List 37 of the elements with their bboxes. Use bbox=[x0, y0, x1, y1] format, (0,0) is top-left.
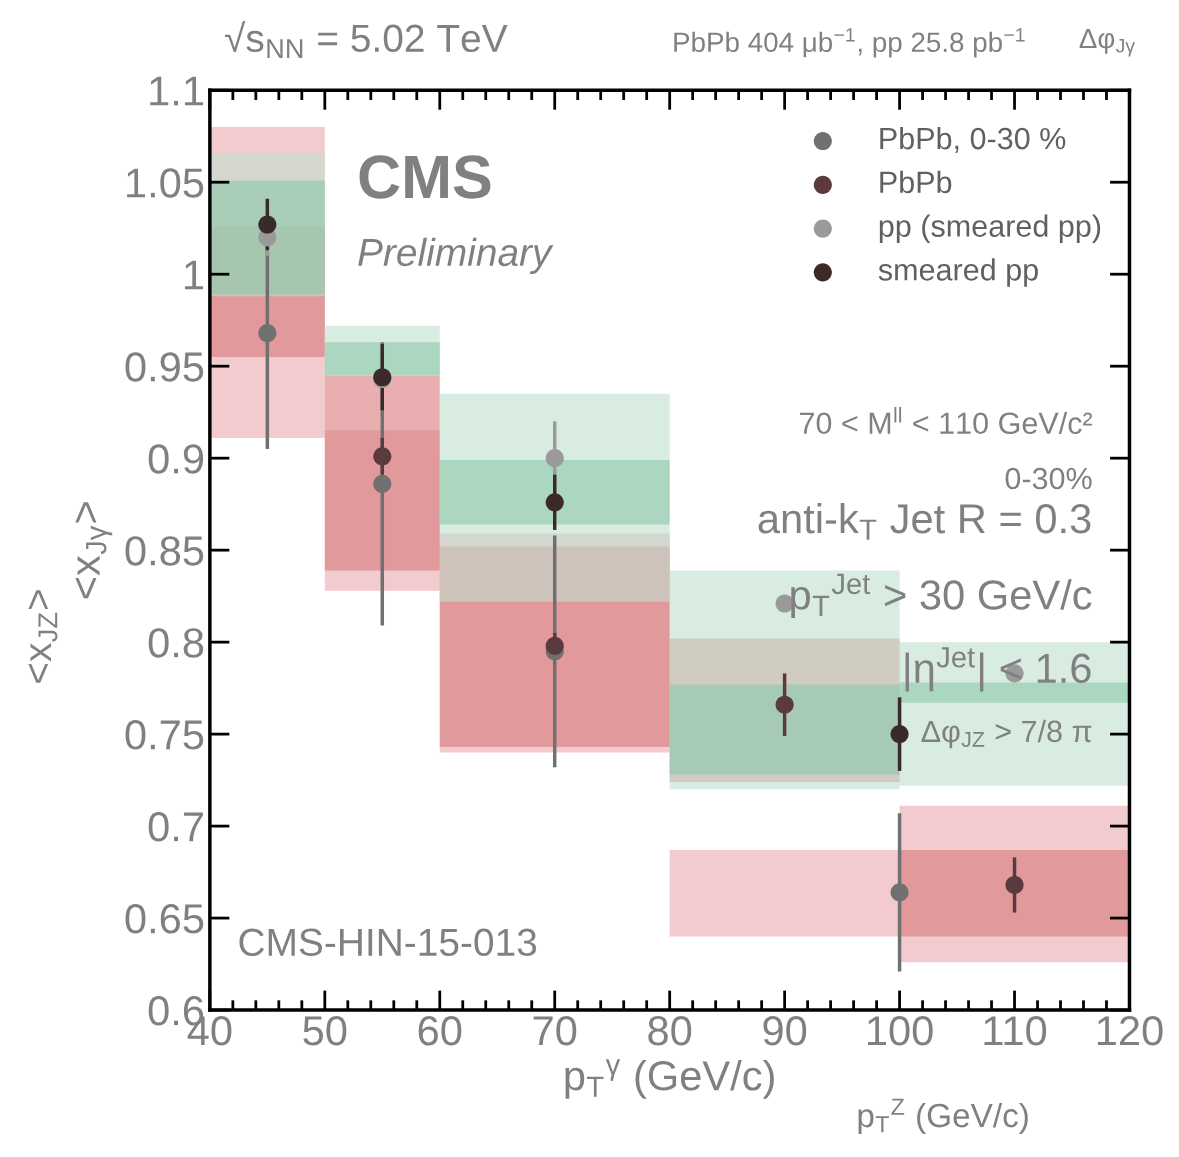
legend-label: pp (smeared pp) bbox=[879, 214, 1101, 243]
annotation: 0-30% bbox=[1005, 467, 1092, 490]
y-axis-title: <x$_{Jγ}$> bbox=[75, 502, 113, 599]
annotation: p$_{T}$$^{Jet}$ > 30 GeV/c bbox=[791, 573, 1092, 618]
y-tick-label: 0.75 bbox=[125, 720, 204, 750]
chart-subtitle: PbPb 404 μb$^{−1}$, pp 25.8 pb$^{−1}$ bbox=[674, 28, 1025, 58]
x-tick-label: 120 bbox=[1097, 1016, 1163, 1046]
legend-label: smeared pp bbox=[878, 258, 1038, 287]
y-tick-label: 0.65 bbox=[125, 904, 204, 934]
annotation: Δφ$_{JZ}$ > 7/8 π bbox=[921, 719, 1092, 749]
y-tick-label: 1 bbox=[185, 260, 203, 290]
x-tick-label: 110 bbox=[984, 1016, 1047, 1046]
x-tick-label: 70 bbox=[533, 1016, 577, 1046]
text: <x$_{JZ}$> bbox=[28, 590, 58, 683]
y-tick-label: 0.9 bbox=[148, 444, 204, 474]
annotation: CMS bbox=[359, 155, 491, 199]
x-tick-label: 100 bbox=[868, 1016, 933, 1046]
y-tick-label: 1.1 bbox=[150, 76, 203, 106]
annotation: 70 < M$^{ll}$ < 110 GeV/c² bbox=[800, 406, 1093, 435]
x-tick-label: 50 bbox=[303, 1016, 347, 1046]
y-tick-label: 0.7 bbox=[148, 812, 203, 842]
annotation: anti-k$_{T}$ Jet R = 0.3 bbox=[758, 502, 1091, 540]
annotation: Preliminary bbox=[358, 237, 554, 274]
x-tick-label: 60 bbox=[418, 1016, 462, 1046]
x-tick-label: 90 bbox=[763, 1016, 807, 1046]
chart-title: √s$_{NN}$ = 5.02 TeV bbox=[224, 20, 508, 58]
annotation: CMS-HIN-15-013 bbox=[239, 928, 537, 957]
legend-label: PbPb bbox=[880, 170, 952, 194]
x-axis-title: p$_{T}$$^{γ}$ (GeV/c) bbox=[565, 1059, 774, 1099]
legend-label: PbPb, 0-30 % bbox=[880, 126, 1066, 153]
y-tick-label: 0.95 bbox=[125, 352, 204, 382]
text: Δφ$_{Jγ}$ bbox=[1079, 28, 1135, 57]
y-tick-label: 1.05 bbox=[127, 168, 204, 198]
text: p$_{T}$$^{Z}$ (GeV/c) bbox=[858, 1098, 1028, 1134]
x-tick-label: 80 bbox=[648, 1016, 692, 1046]
y-tick-label: 0.85 bbox=[125, 536, 204, 566]
y-tick-label: 0.8 bbox=[148, 628, 204, 658]
